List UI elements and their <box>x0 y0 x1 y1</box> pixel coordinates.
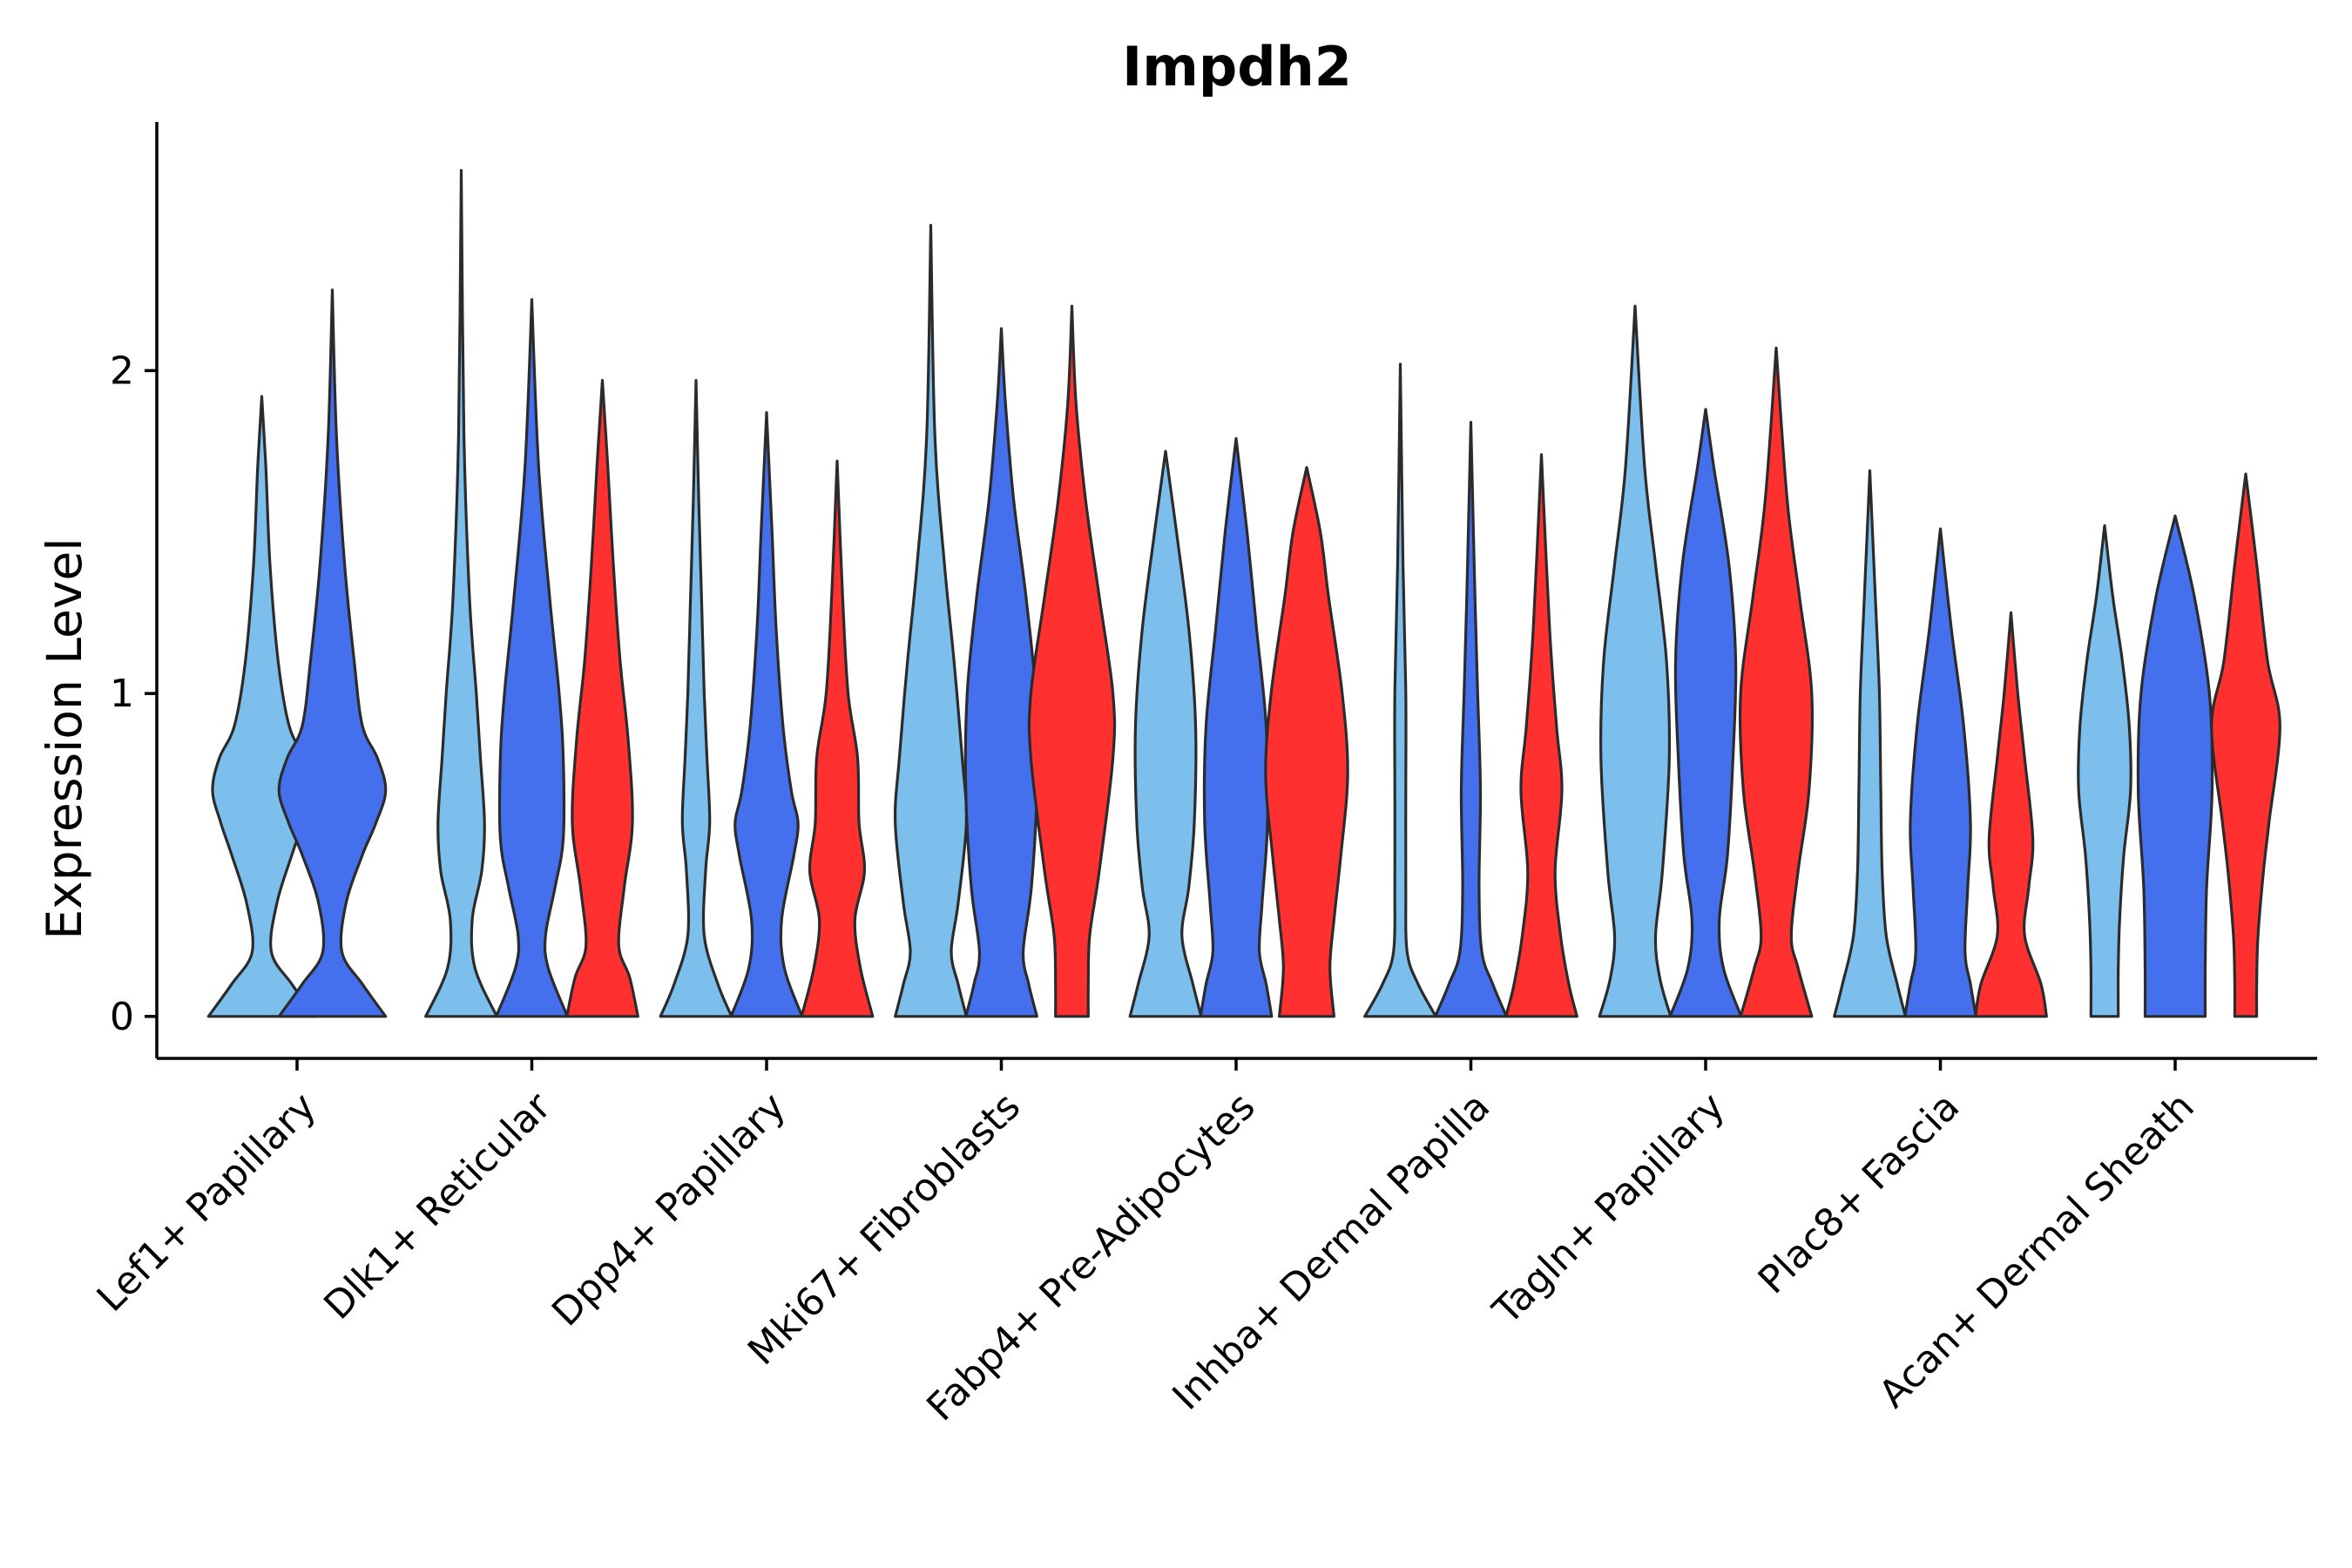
chart-title: Impdh2 <box>1122 35 1352 98</box>
violin-acan-dermal-sheath-group-3 <box>2210 472 2281 1018</box>
violin-fabp4-pre-adipocytes-group-2 <box>1199 436 1274 1018</box>
x-tick-label: Plac8+ Fascia <box>1750 1085 1969 1303</box>
violin-dpp4-papillary-group-3 <box>800 459 875 1018</box>
x-tick-label: Dlk1+ Reticular <box>315 1084 560 1328</box>
violin-mki67-fibroblasts-group-2 <box>963 327 1039 1018</box>
violin-tagln-papillary-group-2 <box>1668 408 1743 1018</box>
y-tick-label: 2 <box>110 348 134 393</box>
y-axis-label: Expression Level <box>37 537 92 939</box>
y-tick-label: 1 <box>110 672 134 716</box>
y-tick-label: 0 <box>110 995 134 1039</box>
violin-lef1-papillary-group-1 <box>206 395 317 1018</box>
violin-dpp4-papillary-group-1 <box>659 379 733 1018</box>
violin-acan-dermal-sheath-group-1 <box>2077 524 2132 1018</box>
violin-dlk1-reticular-group-2 <box>495 298 569 1018</box>
x-tick-label: Dpp4+ Papillary <box>544 1085 794 1335</box>
violin-plac8-fascia-group-2 <box>1903 527 1977 1018</box>
violin-inhba-dermal-papilla-group-2 <box>1434 421 1508 1018</box>
violin-inhba-dermal-papilla-group-3 <box>1504 453 1578 1018</box>
violin-fabp4-pre-adipocytes-group-1 <box>1128 449 1203 1018</box>
violin-tagln-papillary-group-3 <box>1738 346 1815 1018</box>
violin-dpp4-papillary-group-2 <box>729 411 804 1018</box>
violin-acan-dermal-sheath-group-2 <box>2136 514 2214 1018</box>
violin-dlk1-reticular-group-3 <box>565 379 639 1018</box>
violin-mki67-fibroblasts-group-1 <box>893 224 969 1018</box>
x-tick-label: Lef1+ Papillary <box>89 1085 325 1321</box>
violin-tagln-papillary-group-1 <box>1598 304 1673 1018</box>
violin-plac8-fascia-group-3 <box>1974 611 2048 1018</box>
violin-fabp4-pre-adipocytes-group-3 <box>1264 466 1349 1018</box>
violin-inhba-dermal-papilla-group-1 <box>1363 362 1437 1018</box>
violin-dlk1-reticular-group-1 <box>424 169 498 1018</box>
violin-mki67-fibroblasts-group-3 <box>1027 304 1117 1018</box>
violin-lef1-papillary-group-2 <box>277 288 388 1018</box>
x-tick-label: Tagln+ Papillary <box>1484 1085 1734 1334</box>
violin-plac8-fascia-group-1 <box>1833 469 1907 1018</box>
violins-layer <box>206 169 2281 1018</box>
